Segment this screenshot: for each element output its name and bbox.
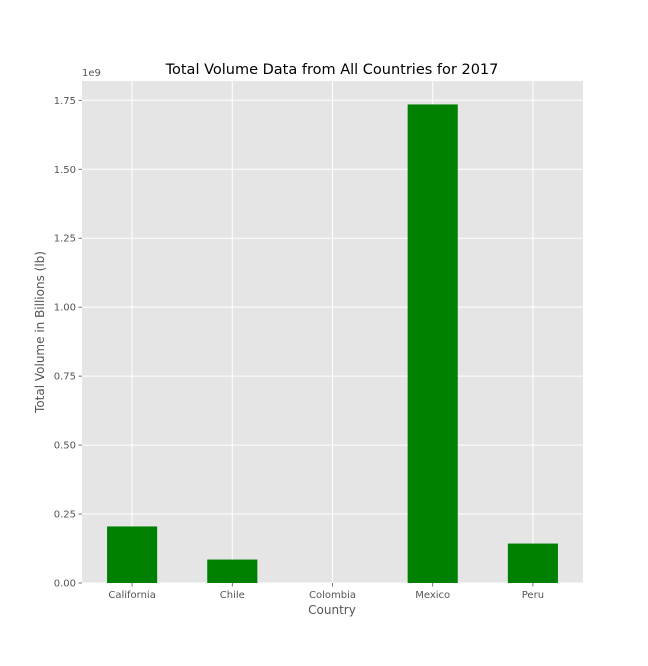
x-tick-label: Mexico (415, 590, 450, 601)
y-tick-label: 1.25 (54, 234, 76, 245)
bar-chile (207, 559, 258, 583)
bar-mexico (407, 104, 458, 583)
y-tick-label: 0.50 (54, 441, 76, 452)
x-axis-ticks: California Chile Colombia Mexico Peru (108, 583, 544, 601)
bar-california (107, 526, 158, 583)
y-tick-label: 0.75 (54, 372, 76, 383)
x-tick-label: Chile (220, 590, 245, 601)
y-tick-label: 0.25 (54, 510, 76, 521)
chart-title: Total Volume Data from All Countries for… (165, 62, 499, 78)
bars (107, 104, 558, 583)
x-axis-label: Country (308, 603, 356, 617)
y-axis-ticks: 0.00 0.25 0.50 0.75 1.00 1.25 1.50 1.75 (54, 96, 82, 590)
x-tick-label: Colombia (309, 590, 356, 601)
y-tick-label: 1.50 (54, 165, 76, 176)
grid-lines (82, 81, 583, 584)
y-axis-offset-label: 1e9 (82, 68, 101, 79)
y-axis-label: Total Volume in Billions (lb) (33, 251, 47, 414)
bar-peru (507, 543, 558, 583)
y-tick-label: 0.00 (54, 579, 76, 590)
y-tick-label: 1.00 (54, 303, 76, 314)
y-tick-label: 1.75 (54, 96, 76, 107)
x-tick-label: Peru (522, 590, 544, 601)
x-tick-label: California (108, 590, 156, 601)
